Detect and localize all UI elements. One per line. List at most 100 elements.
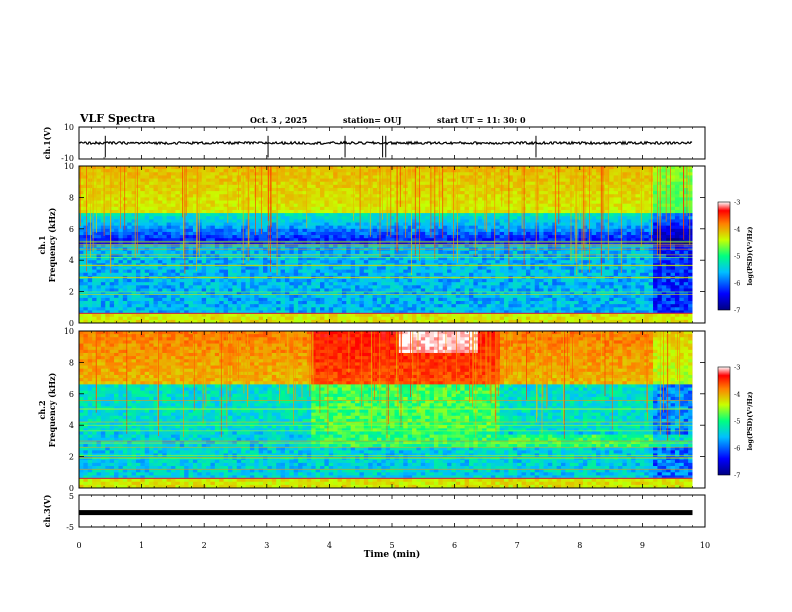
spectrogram-cell: [490, 209, 496, 214]
spectrogram-cell: [512, 166, 518, 170]
spectrogram-cell: [171, 194, 176, 198]
spectrogram-cell: [512, 184, 518, 189]
spectrogram-cell: [429, 213, 435, 217]
spectrogram-cell: [83, 219, 89, 223]
spectrogram-cell: [249, 266, 255, 271]
spectrogram-cell: [355, 206, 360, 211]
spectrogram-cell: [249, 219, 255, 223]
spectrogram-cell: [201, 219, 207, 223]
spectrogram-cell: [530, 181, 536, 186]
spectrogram-cell: [135, 191, 141, 195]
spectrogram-cell: [683, 257, 689, 261]
spectrogram-cell: [192, 203, 198, 208]
spectrogram-cell: [670, 184, 676, 189]
spectrogram-cell: [328, 250, 334, 255]
spectrogram-cell: [683, 235, 689, 239]
spectrogram-cell: [324, 272, 330, 277]
spectrogram-cell: [114, 272, 119, 277]
spectrogram-cell: [525, 194, 531, 198]
spectrogram-cell: [385, 184, 391, 189]
spectrogram-cell: [622, 184, 628, 189]
spectrogram-cell: [464, 187, 470, 192]
spectrogram-cell: [534, 191, 540, 195]
spectrogram-cell: [175, 166, 181, 170]
spectrogram-cell: [617, 272, 623, 277]
spectrogram-cell: [429, 209, 435, 214]
spectrogram-cell: [105, 272, 111, 277]
spectrogram-cell: [420, 184, 426, 189]
spectrogram-cell: [320, 222, 325, 227]
spectrogram-cell: [355, 225, 360, 230]
spectrogram-cell: [609, 216, 614, 220]
spectrogram-cell: [100, 181, 106, 186]
spectrogram-cell: [679, 181, 685, 186]
spectrogram-cell: [219, 172, 224, 176]
spectrogram-cell: [648, 235, 654, 239]
spectrogram-cell: [333, 225, 338, 230]
spectrogram-cell: [464, 231, 470, 236]
spectrogram-cell: [118, 200, 124, 205]
spectrogram-cell: [100, 231, 106, 236]
spectrogram-cell: [469, 231, 474, 236]
spectrogram-cell: [127, 235, 132, 239]
spectrogram-cell: [171, 235, 176, 239]
spectrogram-cell: [626, 172, 632, 176]
spectrogram-cell: [425, 166, 430, 170]
spectrogram-cell: [249, 209, 255, 214]
spectrogram-cell: [653, 235, 658, 239]
spectrogram-cell: [175, 219, 181, 223]
spectrogram-cell: [267, 272, 273, 277]
spectrogram-cell: [613, 166, 619, 170]
spectrogram-cell: [495, 222, 501, 227]
spectrogram-cell: [284, 181, 290, 186]
spectrogram-cell: [653, 184, 658, 189]
spectrogram-cell: [135, 266, 141, 271]
spectrogram-cell: [320, 235, 325, 239]
spectrogram-cell: [635, 228, 641, 233]
spectrogram-cell: [447, 209, 452, 214]
spectrogram-cell: [315, 206, 321, 211]
spectrogram-cell: [153, 203, 159, 208]
spectrogram-cell: [232, 172, 238, 176]
spectrogram-cell: [166, 269, 172, 274]
spectrogram-cell: [350, 235, 356, 239]
spectrogram-cell: [429, 228, 435, 233]
spectrogram-cell: [206, 238, 211, 242]
spectrogram-cell: [96, 225, 102, 230]
spectrogram-cell: [293, 235, 299, 239]
spectrogram-cell: [617, 178, 623, 183]
spectrogram-cell: [144, 225, 150, 230]
spectrogram-cell: [425, 250, 430, 255]
spectrogram-cell: [596, 225, 601, 230]
spectrogram-cell: [648, 250, 654, 255]
spectrogram-cell: [188, 166, 194, 170]
spectrogram-cell: [688, 166, 693, 170]
spectrogram-cell: [670, 238, 676, 242]
spectrogram-cell: [100, 187, 106, 192]
spectrogram-cell: [679, 216, 685, 220]
spectrogram-cell: [153, 187, 159, 192]
spectrogram-cell: [157, 228, 163, 233]
spectrogram-cell: [284, 219, 290, 223]
spectrogram-cell: [162, 253, 168, 258]
spectrogram-cell: [100, 266, 106, 271]
spectrogram-cell: [179, 272, 185, 277]
spectrogram-cell: [289, 213, 295, 217]
spectrogram-cell: [591, 257, 597, 261]
spectrogram-cell: [490, 257, 496, 261]
spectrogram-cell: [276, 241, 281, 245]
spectrogram-cell: [639, 269, 645, 274]
spectrogram-cell: [201, 231, 207, 236]
spectrogram-cell: [433, 257, 439, 261]
spectrogram-cell: [79, 250, 84, 255]
spectrogram-cell: [298, 175, 303, 179]
spectrogram-cell: [447, 200, 452, 205]
spectrogram-cell: [403, 253, 409, 258]
spectrogram-cell: [407, 213, 413, 217]
spectrogram-cell: [613, 238, 619, 242]
spectrogram-cell: [346, 203, 352, 208]
spectrogram-cell: [679, 250, 685, 255]
spectrogram-cell: [508, 235, 514, 239]
spectrogram-cell: [284, 222, 290, 227]
spectrogram-cell: [622, 172, 628, 176]
